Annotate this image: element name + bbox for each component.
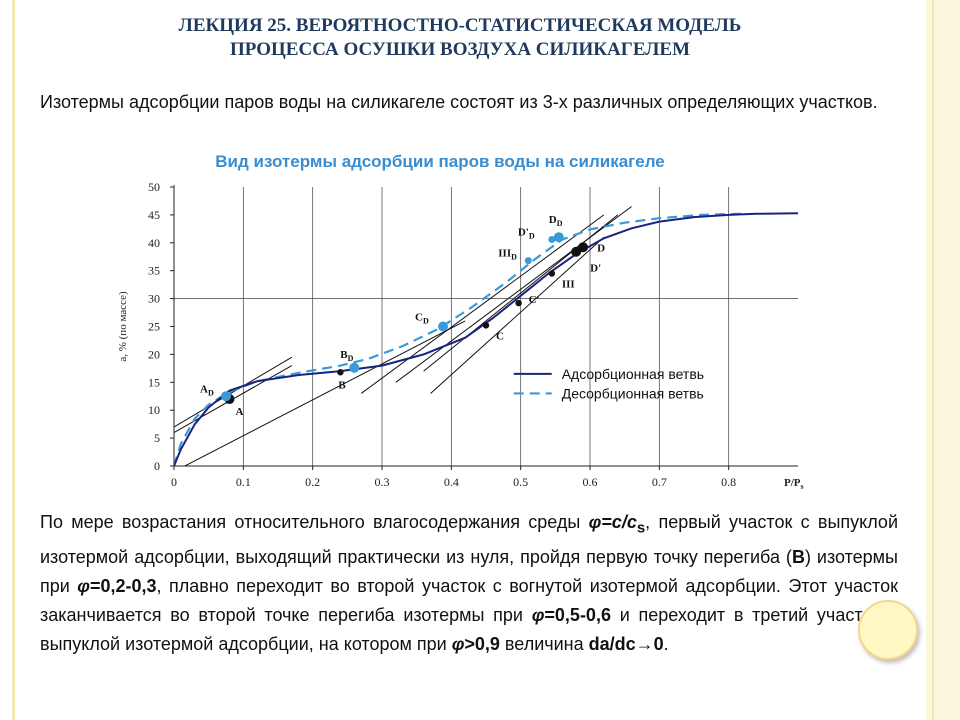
body-phi-3: φ <box>451 633 465 654</box>
tangent-line-0 <box>174 356 293 428</box>
body-dadc: da/dc→0 <box>588 633 664 654</box>
body-text-4: , плавно переходит во второй участок с в… <box>40 575 898 625</box>
x-tick-label: 0.6 <box>583 475 598 489</box>
x-tick-label: 0.4 <box>444 475 459 489</box>
point-DD-label: DD <box>549 214 563 228</box>
x-tick-label: 0.7 <box>652 475 667 489</box>
body-point-b: В <box>791 546 805 567</box>
point-BD-label: BD <box>340 349 353 363</box>
body-text-3: ) изотермы при <box>40 546 898 596</box>
body-text-2: , первый участок с выпуклой изотермой ад… <box>40 512 898 567</box>
body-phi-2: φ <box>531 604 545 625</box>
y-tick-label: 10 <box>148 403 160 417</box>
point-D'D-label: D'D <box>518 226 535 240</box>
slide-title-line-1: ЛЕКЦИЯ 25. ВЕРОЯТНОСТНО-СТАТИСТИЧЕСКАЯ М… <box>178 15 742 36</box>
point-IIID-label: IIID <box>498 248 517 262</box>
point-IIID-marker <box>524 257 532 265</box>
point-III-label: III <box>562 278 575 290</box>
point-C-marker <box>482 322 490 329</box>
body-phi-eq: φ=c/c <box>588 512 637 532</box>
y-tick-label: 50 <box>148 180 160 194</box>
point-C'-marker <box>515 299 522 307</box>
desorption-series-line <box>174 212 743 466</box>
point-C'-label: C' <box>529 294 540 306</box>
body-text-7: . <box>663 633 669 654</box>
y-axis-label: a, % (по массе) <box>117 291 129 362</box>
tangent-line-4 <box>395 206 632 383</box>
legend-adsorption-label: Адсорбционная ветвь <box>562 366 704 382</box>
point-AD-label: AD <box>200 383 214 397</box>
x-tick-label: 0.3 <box>375 475 390 489</box>
decorative-circle <box>858 600 918 660</box>
left-decoration-bar <box>12 0 15 720</box>
point-B-marker <box>337 369 344 376</box>
y-tick-label: 20 <box>148 347 160 361</box>
legend-desorption-label: Десорбционная ветвь <box>562 385 704 401</box>
body-phi-1: φ <box>77 575 90 596</box>
y-tick-label: 0 <box>154 459 160 473</box>
point-DD-marker <box>553 232 564 243</box>
slide-title: ЛЕКЦИЯ 25. ВЕРОЯТНОСТНО-СТАТИСТИЧЕСКАЯ М… <box>40 14 880 62</box>
x-axis-label: P/Ps <box>784 477 804 491</box>
y-tick-label: 25 <box>148 320 160 334</box>
body-value-1: =0,2-0,3 <box>89 575 157 596</box>
x-tick-label: 0.5 <box>513 475 528 489</box>
body-text-5: и переходит в третий участок с выпуклой … <box>40 604 898 654</box>
point-A-label: A <box>235 406 243 418</box>
point-C-label: C <box>496 330 504 342</box>
tangent-line-2 <box>183 320 466 466</box>
point-CD-marker <box>438 321 449 332</box>
x-tick-label: 0 <box>171 475 177 489</box>
body-text-1: По мере возрастания относительного влаго… <box>40 512 589 532</box>
body-value-3: >0,9 <box>464 633 500 654</box>
y-tick-label: 45 <box>148 208 160 222</box>
x-tick-label: 0.2 <box>305 475 320 489</box>
body-value-2: =0,5-0,6 <box>544 604 611 625</box>
tangent-line-5 <box>430 236 605 394</box>
body-text-6: величина <box>499 633 589 654</box>
y-tick-label: 35 <box>148 264 160 278</box>
right-decoration-panel <box>926 0 960 720</box>
x-tick-label: 0.8 <box>721 475 736 489</box>
point-D-label: D <box>597 242 605 254</box>
point-D'-label: D' <box>590 263 601 275</box>
intro-paragraph: Изотермы адсорбции паров воды на силикаг… <box>40 92 878 112</box>
y-tick-label: 5 <box>154 431 160 445</box>
point-AD-marker <box>221 391 231 402</box>
point-CD-label: CD <box>415 312 429 326</box>
y-tick-label: 30 <box>148 292 160 306</box>
right-decoration-line <box>932 0 934 720</box>
slide-title-line-2: ПРОЦЕССА ОСУШКИ ВОЗДУХА СИЛИКАГЕЛЕМ <box>229 39 691 60</box>
point-B-label: B <box>338 379 346 391</box>
y-tick-label: 40 <box>148 236 160 250</box>
x-tick-label: 0.1 <box>236 475 251 489</box>
y-tick-label: 15 <box>148 375 160 389</box>
adsorption-series-line <box>174 212 798 466</box>
isotherm-chart: 0 0.1 0.2 0.3 0.4 0.5 0.6 0.7 0.8 0 5 10 15 20 25 30 35 4… <box>117 180 804 491</box>
body-paragraph: По мере возрастания относительного влаго… <box>40 508 898 659</box>
tangent-line-3 <box>360 214 605 394</box>
point-III-marker <box>548 270 556 277</box>
tangent-line-6 <box>423 214 619 372</box>
point-D'D-marker <box>548 235 556 243</box>
chart-heading: Вид изотермы адсорбции паров воды на сил… <box>215 152 665 171</box>
point-D'-marker <box>571 246 582 257</box>
body-phi-sub: s <box>636 519 646 537</box>
point-BD-marker <box>349 362 360 373</box>
